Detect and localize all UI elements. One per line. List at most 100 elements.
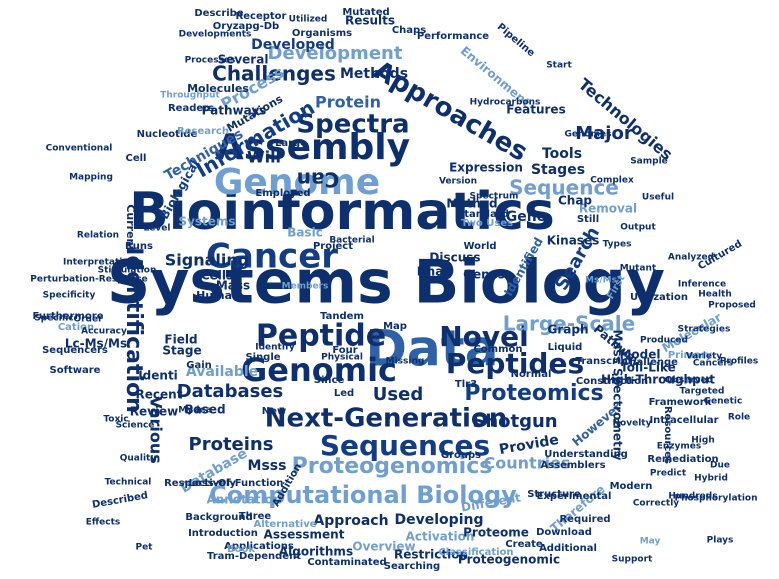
word-analyzed: Analyzed [668, 253, 714, 263]
word-pet: Pet [135, 543, 153, 553]
word-large-scale: Large-Scale [503, 312, 635, 336]
word-assemblers: Assemblers [540, 460, 605, 471]
word-kinases: Kinases [547, 234, 599, 248]
word-targeted: Targeted [680, 387, 725, 397]
word-development: Development [268, 43, 403, 64]
word-databases: Databases [177, 381, 284, 402]
word-mass-spectrometry: Mass Spectrometry [611, 329, 625, 460]
word-used: Used [373, 384, 423, 405]
word-mapping: Mapping [69, 173, 113, 183]
word-novelty: Novelty [613, 419, 652, 429]
word-high-throughput: High-Throughput [601, 373, 715, 387]
word-genome: Genome [214, 162, 380, 203]
word-assembly: Assembly [216, 127, 410, 168]
word-missing: Missing [386, 357, 425, 367]
word-assessment: Assessment [264, 528, 345, 542]
word-support: Support [612, 555, 653, 565]
word-approach: Approach [313, 513, 388, 529]
word-identi: Identi [138, 369, 178, 383]
word-technical: Technical [105, 478, 152, 488]
word-accuracy: Accuracy [81, 327, 127, 337]
word-world: World [463, 241, 496, 252]
word-countries: Countries [484, 454, 571, 473]
word-employed: Employed [255, 188, 310, 199]
word-plays: Plays [707, 536, 734, 546]
word-computational-biology: Computational Biology [209, 481, 517, 509]
word-cells: Cells [201, 269, 233, 283]
word-bioinformatics: Bioinformatics [129, 182, 555, 242]
word-complex: Complex [590, 176, 634, 186]
word-useful: Useful [642, 193, 674, 203]
word-due: Due [710, 461, 730, 471]
word-spectrum: Spectrum [470, 192, 519, 202]
word-alternative: Alternative [253, 519, 316, 530]
word-start: Start [546, 61, 572, 71]
word-since: Since [314, 375, 345, 386]
word-nucleotide: Nucleotide [137, 129, 198, 140]
word-experimental: Experimental [537, 491, 612, 502]
word-profiles: Profiles [720, 357, 758, 367]
word-searching: Searching [384, 561, 440, 572]
word-current: Current [124, 204, 137, 251]
word-classification: Classification [438, 547, 513, 558]
word-receptor: Receptor [236, 11, 287, 22]
word-correctly: Correctly [633, 499, 679, 509]
word-respectively: Respectively [164, 478, 236, 489]
word-download: Download [536, 527, 592, 538]
word-chap: Chap [558, 194, 592, 208]
word-cell: Cell [126, 153, 147, 164]
word-furthermore: Furthermore [32, 311, 103, 322]
word-performance: Performance [417, 31, 489, 42]
word-identify: Identify [255, 343, 295, 353]
word-restriction: Restriction [394, 548, 468, 562]
word-create: Create [505, 539, 543, 550]
word-version: Version [439, 177, 477, 187]
word-may: May [640, 537, 661, 547]
word-project: Project [313, 241, 353, 252]
word-tandem: Tandem [320, 311, 364, 322]
word-specific: Specific [34, 314, 73, 324]
word-strategies: Strategies [678, 325, 731, 335]
word-mutant: Mutant [620, 264, 657, 274]
word-toxic: Toxic [103, 415, 128, 425]
word-expression: Expression [449, 161, 523, 175]
word-new: New [262, 406, 286, 417]
word-systems-biology: Systems Biology [107, 248, 665, 318]
word-health: Health [698, 290, 732, 300]
word-shotgun: Shotgun [472, 411, 557, 432]
word-genes: Genes [463, 268, 505, 282]
word-order: Order [73, 315, 103, 325]
word-standard: Standard [457, 209, 509, 220]
word-proteome: Proteome [463, 526, 529, 540]
word-level: Level [144, 224, 171, 234]
word-human: Human [196, 289, 240, 302]
word-map: Map [383, 321, 407, 332]
word-tools: Tools [542, 146, 582, 162]
word-proteomics: Proteomics [464, 381, 603, 406]
word-specificity: Specificity [43, 291, 96, 301]
word-tlr3: Tlr3 [455, 379, 477, 390]
word-several: Several [218, 53, 269, 67]
word-utilization: Utilization [630, 292, 688, 303]
word-physical: Physical [321, 353, 363, 363]
word-inference: Inference [678, 280, 726, 290]
word-major: Major [575, 123, 633, 144]
word-genetic: Genetic [704, 397, 743, 407]
word-groups: Groups [441, 450, 481, 461]
word-review: Review [130, 405, 179, 419]
word-common: Common [473, 344, 522, 355]
word-based: Based [184, 403, 225, 417]
word-proteogenomics: Proteogenomics [292, 454, 493, 479]
word-organisms: Organisms [292, 28, 352, 39]
word-stage: Stage [162, 344, 201, 358]
word-discuss: Discuss [429, 251, 480, 265]
word-msss: Msss [248, 458, 287, 474]
word-liquid: Liquid [548, 342, 583, 353]
word-novel: Novel [439, 320, 529, 353]
word-pathways: Pathways [202, 104, 267, 118]
word-four: Four [332, 345, 357, 356]
word-method: Method [446, 197, 497, 211]
word-interpretation: Interpretation [63, 258, 135, 268]
word-will: Will [247, 148, 281, 167]
word-tram-dependent: Tram-Dependent [207, 551, 301, 562]
